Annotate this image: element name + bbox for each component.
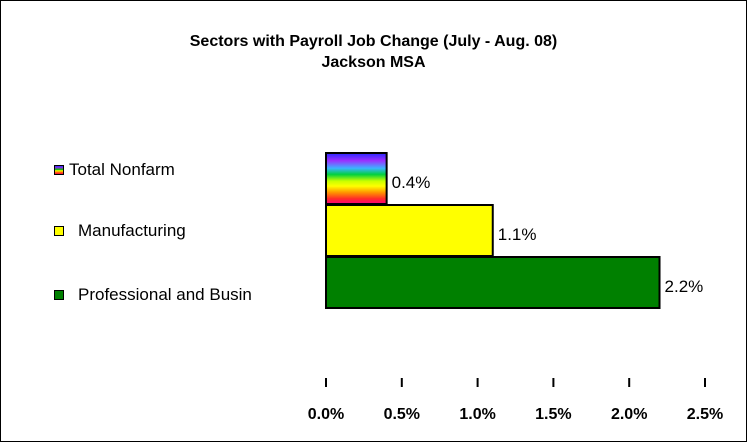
legend-item-total-nonfarm: Total Nonfarm [54, 158, 175, 182]
x-tick-label: 0.5% [384, 406, 420, 423]
bar-manufacturing [325, 204, 494, 257]
bar-professional-and-busin [325, 256, 661, 309]
legend-swatch-professional [54, 290, 64, 300]
legend-item-professional: Professional and Busin [54, 283, 252, 307]
data-label-manufacturing: 1.1% [498, 225, 537, 244]
x-tick-label: 1.0% [459, 406, 495, 423]
bar-total-nonfarm [325, 152, 388, 205]
data-label-professional-and-busin: 2.2% [665, 277, 704, 296]
legend-swatch-total-nonfarm [54, 165, 64, 175]
x-tick-label: 2.0% [611, 406, 647, 423]
x-tick-label: 0.0% [308, 406, 344, 423]
legend-label-professional: Professional and Busin [78, 285, 252, 304]
legend-label-total-nonfarm: Total Nonfarm [69, 160, 175, 179]
legend-label-manufacturing: Manufacturing [78, 221, 186, 240]
x-tick-label: 1.5% [535, 406, 571, 423]
legend-swatch-manufacturing [54, 226, 64, 236]
chart-title: Sectors with Payroll Job Change (July - … [189, 33, 558, 50]
chart-subtitle: Jackson MSA [321, 54, 426, 71]
data-label-total-nonfarm: 0.4% [392, 173, 431, 192]
legend-item-manufacturing: Manufacturing [54, 219, 186, 243]
x-tick-label: 2.5% [687, 406, 723, 423]
